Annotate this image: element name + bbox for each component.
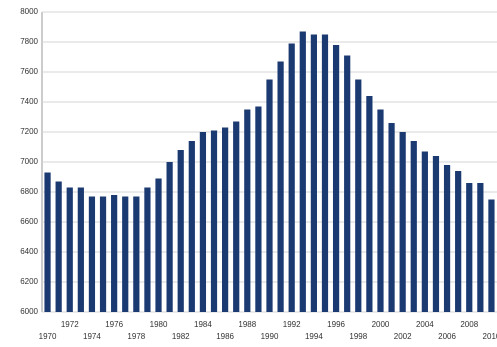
y-tick-label: 7200	[20, 127, 38, 136]
bar	[477, 183, 484, 312]
x-tick-label: 1978	[127, 332, 145, 341]
bar	[88, 196, 96, 312]
bar	[377, 109, 384, 312]
x-tick-label: 1986	[216, 332, 234, 341]
bar	[222, 127, 229, 312]
bar	[466, 183, 473, 312]
bar	[421, 151, 428, 312]
y-tick-label: 7000	[20, 157, 38, 166]
x-tick-label: 1998	[349, 332, 367, 341]
bar	[111, 195, 118, 312]
y-tick-label: 8000	[20, 7, 38, 16]
y-tick-label: 6200	[20, 277, 38, 286]
bar	[122, 196, 129, 312]
bar	[443, 165, 451, 312]
bar	[44, 172, 51, 312]
x-tick-label: 1970	[39, 332, 57, 341]
x-tick-label: 2008	[460, 320, 478, 329]
bar	[66, 187, 73, 312]
x-tick-label: 1984	[194, 320, 212, 329]
x-tick-label: 1980	[150, 320, 168, 329]
x-tick-label: 1974	[83, 332, 101, 341]
x-tick-label: 2000	[372, 320, 390, 329]
x-tick-label: 1996	[327, 320, 345, 329]
bar	[399, 132, 406, 312]
x-tick-label: 1994	[305, 332, 323, 341]
x-tick-label: 2006	[438, 332, 456, 341]
bar	[133, 196, 140, 312]
bar	[210, 130, 218, 312]
bar	[99, 196, 107, 312]
y-tick-label: 6000	[20, 307, 38, 316]
bar	[355, 79, 362, 312]
x-tick-label: 2002	[394, 332, 412, 341]
bar	[77, 187, 84, 312]
y-tick-label: 7400	[20, 97, 38, 106]
bar	[55, 181, 62, 312]
bar	[488, 199, 495, 312]
y-tick-label: 6800	[20, 187, 38, 196]
bar	[255, 106, 262, 312]
x-tick-label: 1976	[105, 320, 123, 329]
bar	[166, 162, 173, 312]
x-tick-label: 1982	[172, 332, 190, 341]
bar	[199, 132, 207, 312]
x-tick-label: 2010	[483, 332, 497, 341]
bar	[310, 34, 317, 312]
bar	[188, 141, 195, 312]
y-tick-label: 7600	[20, 67, 38, 76]
bar	[432, 156, 440, 312]
bar	[266, 79, 273, 312]
x-tick-label: 1992	[283, 320, 301, 329]
bar	[144, 187, 151, 312]
bar	[177, 150, 184, 312]
y-tick-label: 6400	[20, 247, 38, 256]
bar	[332, 45, 340, 312]
bar	[288, 43, 295, 312]
bar	[388, 123, 395, 312]
y-tick-label: 7800	[20, 37, 38, 46]
bar	[344, 55, 351, 312]
bar	[155, 178, 162, 312]
bar	[244, 109, 251, 312]
x-tick-label: 2004	[416, 320, 434, 329]
bar	[233, 121, 240, 312]
x-tick-label: 1988	[238, 320, 256, 329]
bar	[299, 31, 306, 312]
bar	[366, 96, 373, 312]
x-tick-label: 1972	[61, 320, 79, 329]
bar	[321, 34, 329, 312]
y-tick-label: 6600	[20, 217, 38, 226]
x-tick-label: 1990	[261, 332, 279, 341]
bar	[455, 171, 462, 312]
bar	[277, 61, 284, 312]
bar	[410, 141, 417, 312]
